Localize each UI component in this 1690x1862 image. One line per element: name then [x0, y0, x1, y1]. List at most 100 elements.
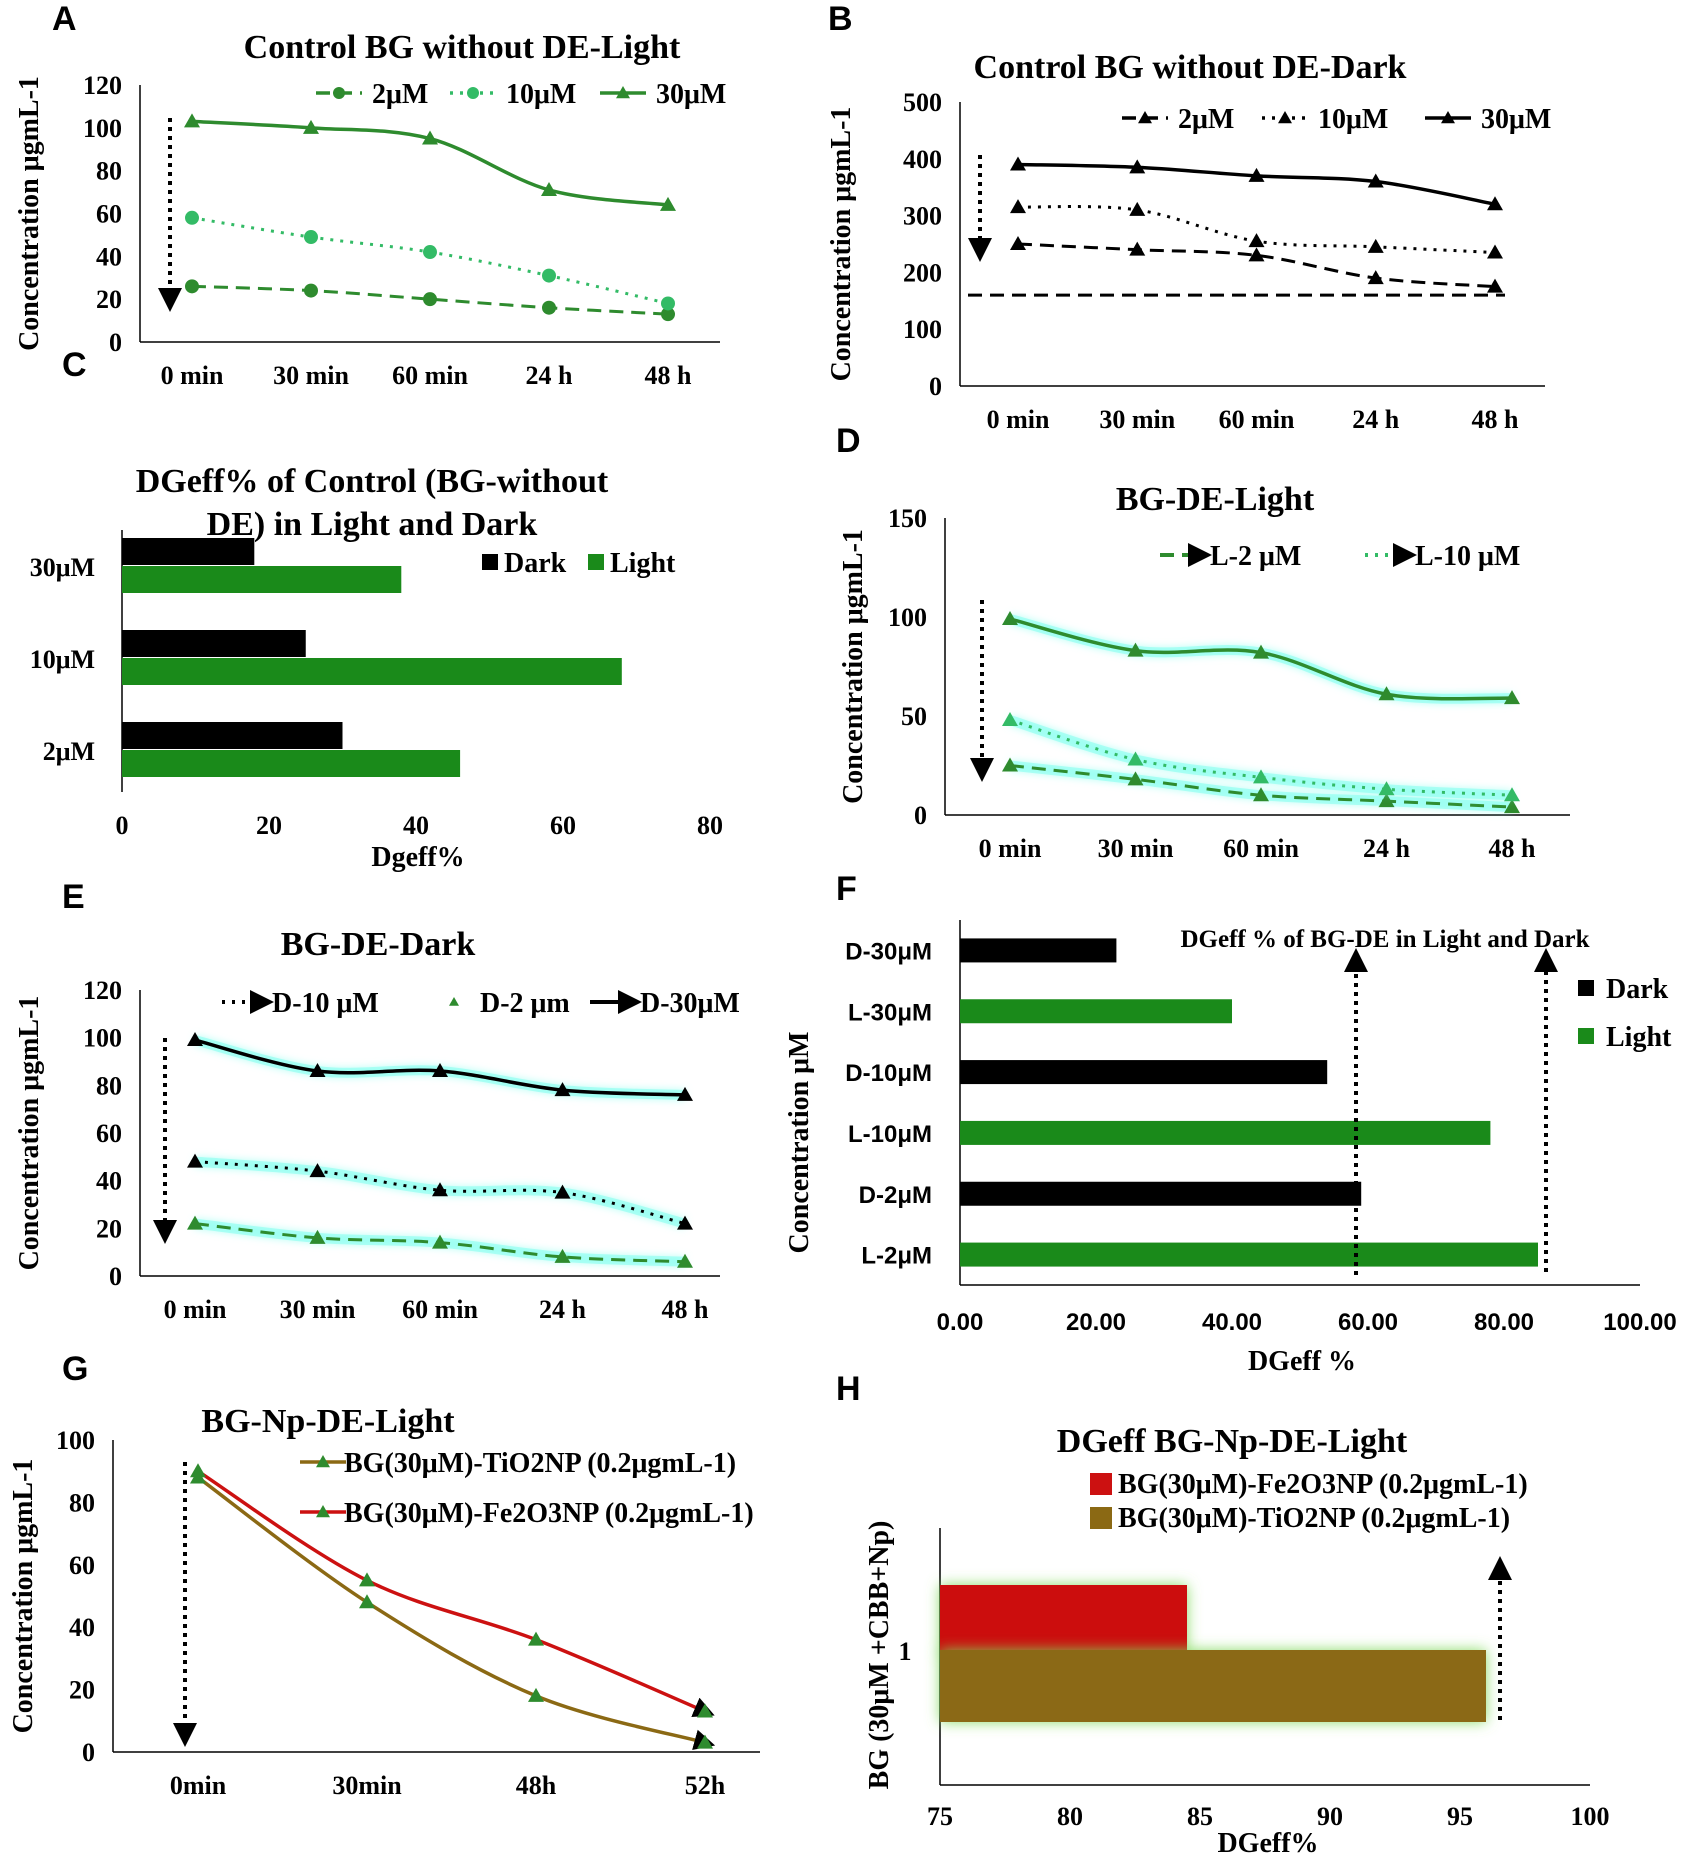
series-line-2 [1009, 617, 1513, 701]
legend-label: L-10 μM [1415, 541, 1520, 572]
y-axis-label: Concentration μgmL-1 [838, 529, 869, 804]
y-axis-label: BG (30μM +CBB+Np) [864, 1521, 895, 1790]
legend-label: 30μM [1481, 104, 1551, 135]
x-tick-label: 24 h [1352, 405, 1400, 434]
data-point [677, 1253, 693, 1268]
data-point [1487, 278, 1503, 293]
y-axis-label: Concentration μgmL-1 [14, 996, 45, 1271]
chart-g: 0 20 40 60 80 100 0min 30min 48h 52h BG-Np-DE-Ligh… [8, 1403, 760, 1800]
data-point [554, 1184, 571, 1199]
y-tick-label: L-10μM [848, 1121, 932, 1148]
y-tick-label: 100 [83, 1024, 122, 1053]
data-point [1002, 610, 1018, 625]
legend-label: 10μM [506, 79, 576, 110]
data-point [1487, 244, 1503, 259]
y-tick-label: 60 [96, 1119, 122, 1148]
y-tick-label: 300 [903, 202, 942, 231]
x-tick-label: 48 h [645, 361, 693, 390]
y-tick-label: 200 [903, 258, 942, 287]
data-point [1487, 196, 1503, 211]
y-tick-label: 400 [903, 145, 942, 174]
y-tick-label: 50 [901, 702, 927, 731]
legend-swatch-marker [316, 1505, 330, 1518]
chart-e: 0 20 40 60 80 100 120 0 min 30 min 60 min 24 h 48 h… [14, 926, 740, 1324]
data-point [1127, 642, 1144, 657]
x-tick-label: 30 min [280, 1295, 356, 1324]
panel-letter-e: E [62, 878, 85, 916]
x-tick-label: 30 min [1098, 834, 1174, 863]
data-point [303, 119, 319, 134]
data-point [661, 296, 675, 311]
y-tick-label: 500 [903, 88, 942, 117]
data-point [1248, 167, 1265, 182]
data-point [1367, 238, 1384, 253]
data-point [541, 181, 557, 196]
series-line-0 [196, 1476, 716, 1750]
x-tick-label: 0 min [164, 1295, 227, 1324]
panel-letter-h: H [836, 1370, 861, 1408]
chart-a: 0 20 40 60 80 100 120 0 min 30 min 60 min 24 h 48 h… [14, 29, 726, 390]
x-tick-label: 60.00 [1338, 1309, 1398, 1336]
data-point [1378, 793, 1395, 808]
legend-swatch-marker [1138, 111, 1152, 124]
x-tick-label: 100 [1571, 1802, 1610, 1831]
data-point [1010, 236, 1026, 250]
chart-title: DGeff % of BG-DE in Light and Dark [1180, 926, 1589, 953]
y-tick-label: 80 [69, 1488, 95, 1517]
data-point [359, 1594, 375, 1609]
x-tick-label: 60 [550, 811, 576, 840]
data-point [1378, 781, 1395, 796]
series-line-1 [1009, 718, 1513, 797]
y-axis-label: Concentration μgmL-1 [14, 76, 45, 351]
legend-label: BG(30μM)-Fe2O3NP (0.2μgmL-1) [1118, 1469, 1528, 1500]
x-tick-label: 60 min [402, 1295, 478, 1324]
bar [122, 630, 306, 657]
data-point [1002, 711, 1018, 726]
x-axis-label: DGeff % [1248, 1346, 1356, 1377]
data-point [187, 1032, 203, 1047]
y-tick-label: 1 [899, 1637, 912, 1666]
x-tick-label: 48 h [1472, 405, 1520, 434]
legend-swatch [1578, 1028, 1594, 1044]
x-tick-label: 60 min [1219, 405, 1295, 434]
x-tick-label: 0 min [979, 834, 1042, 863]
data-point [528, 1631, 544, 1646]
bar [960, 1181, 1362, 1206]
y-tick-label: 10μM [30, 645, 95, 674]
x-tick-label: 30 min [273, 361, 349, 390]
y-tick-label: 60 [69, 1551, 95, 1580]
y-tick-label: 40 [96, 1167, 122, 1196]
data-point [1010, 199, 1026, 214]
legend-label: 30μM [656, 79, 726, 110]
legend-swatch [1578, 980, 1594, 996]
panel-letter-b: B [828, 0, 853, 38]
y-tick-label: 150 [888, 504, 927, 533]
data-point [697, 1734, 713, 1749]
y-tick-label: 100 [888, 603, 927, 632]
y-tick-label: 2μM [43, 737, 95, 766]
data-point [432, 1063, 448, 1078]
y-tick-label: 0 [109, 328, 122, 357]
x-tick-label: 95 [1447, 1802, 1473, 1831]
x-tick-label: 30 min [1099, 405, 1175, 434]
data-point [677, 1086, 693, 1101]
legend-label: Dark [1606, 974, 1669, 1005]
y-tick-label: 20 [96, 285, 122, 314]
series-line-1 [197, 1469, 715, 1718]
panel-letter-d: D [836, 422, 861, 460]
data-point [554, 1248, 571, 1263]
data-point [1504, 799, 1520, 814]
data-point [1378, 686, 1395, 701]
data-point [304, 283, 318, 298]
x-tick-label: 0.00 [937, 1309, 984, 1336]
data-point [1129, 201, 1146, 216]
x-tick-label: 40.00 [1202, 1309, 1262, 1336]
data-point [1129, 159, 1146, 174]
legend-swatch-marker [1441, 111, 1455, 124]
data-point [359, 1572, 375, 1587]
data-point [1253, 644, 1269, 659]
panel-letter-c: C [62, 346, 87, 384]
bar [122, 722, 343, 749]
y-tick-label: 30μM [30, 553, 95, 582]
data-point [1504, 787, 1520, 802]
